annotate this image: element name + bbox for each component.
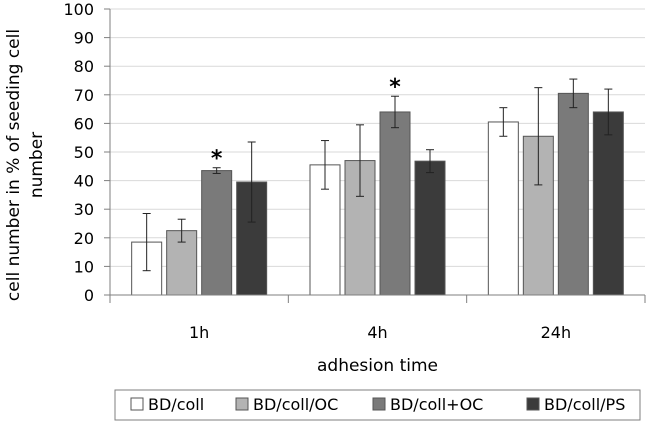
legend-swatch — [235, 397, 249, 411]
x-tick-label: 24h — [541, 323, 572, 342]
y-axis-title-line-2: number — [27, 132, 47, 198]
y-tick-label: 0 — [84, 286, 94, 305]
y-tick-label: 100 — [63, 0, 94, 19]
bar — [592, 111, 624, 296]
legend-label: BD/coll/OC — [253, 395, 338, 414]
y-tick-label: 30 — [74, 200, 94, 219]
bar — [557, 92, 589, 296]
x-tick-label: 4h — [367, 323, 387, 342]
bar — [201, 170, 233, 296]
legend-swatch — [526, 397, 540, 411]
significance-marker: * — [211, 147, 223, 172]
bar — [414, 160, 446, 296]
legend-label: BD/coll/PS — [544, 395, 625, 414]
y-tick-label: 40 — [74, 172, 94, 191]
bar — [379, 111, 411, 296]
x-axis-title: adhesion time — [317, 356, 438, 376]
legend-swatch — [372, 397, 386, 411]
legend-label: BD/coll — [148, 395, 204, 414]
x-axis: 1h 4h 24h — [109, 294, 646, 342]
legend: BD/coll BD/coll/OC BD/coll+OC BD/coll/PS — [114, 389, 641, 421]
y-tick-label: 70 — [74, 86, 94, 105]
y-tick-label: 80 — [74, 57, 94, 76]
legend-swatch — [130, 397, 144, 411]
legend-label: BD/coll+OC — [390, 395, 483, 414]
bar — [487, 121, 519, 296]
x-tick-label: 1h — [189, 323, 209, 342]
y-tick-label: 60 — [74, 114, 94, 133]
gridlines — [110, 8, 645, 267]
y-tick-label: 50 — [74, 143, 94, 162]
y-tick-label: 10 — [74, 257, 94, 276]
y-axis-title-line-1: cell number in % of seeding cell — [4, 29, 24, 301]
bars: ** — [131, 75, 624, 296]
y-tick-label: 20 — [74, 229, 94, 248]
y-tick-label: 90 — [74, 29, 94, 48]
y-axis: 0 10 20 30 40 50 60 70 80 90 100 — [63, 0, 111, 305]
significance-marker: * — [389, 75, 401, 100]
